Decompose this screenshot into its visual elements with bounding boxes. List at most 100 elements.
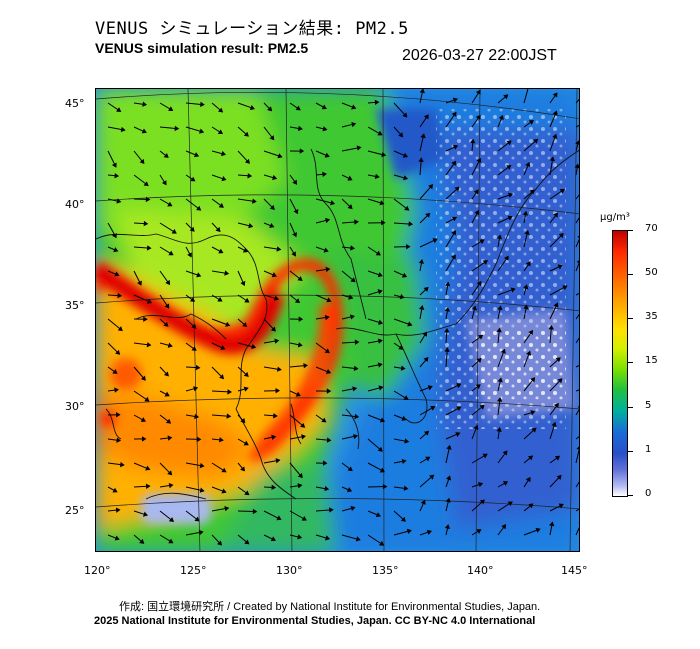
wind-arrow-head <box>445 475 452 481</box>
wind-arrow-head <box>501 524 507 530</box>
wind-arrow-head <box>352 386 358 392</box>
wind-arrow-head <box>474 209 480 216</box>
wind-arrow-head <box>168 106 174 111</box>
wind-arrow-head <box>477 334 484 340</box>
wind-arrow-head <box>406 528 412 534</box>
wind-arrow-head <box>200 101 205 108</box>
wind-arrow-head <box>526 350 532 356</box>
wind-arrow-head <box>528 503 534 509</box>
wind-arrow-head <box>554 455 561 461</box>
wind-arrow-head <box>112 368 118 374</box>
wind-arrow-head <box>452 97 458 103</box>
wind-arrow-head <box>271 434 277 440</box>
wind-arrow-head <box>297 534 303 540</box>
wind-arrow-head <box>473 189 479 195</box>
colorbar-tick-70: 70 <box>645 223 658 234</box>
wind-arrow-head <box>473 424 479 430</box>
wind-arrow-head <box>221 175 227 182</box>
wind-arrow-head <box>496 427 502 432</box>
wind-arrow-head <box>445 497 451 503</box>
wind-arrow-head <box>220 150 227 157</box>
wind-arrow-head <box>557 378 563 384</box>
wind-arrow-head <box>475 114 481 121</box>
forecast-timestamp: 2026-03-27 22:00JST <box>402 47 557 64</box>
colorbar-tickmark <box>627 362 633 363</box>
wind-arrow-shaft <box>575 448 579 464</box>
wind-arrow-head <box>141 128 147 134</box>
wind-arrow-head <box>378 319 384 325</box>
wind-arrow-head <box>116 437 122 443</box>
wind-arrow-shaft <box>575 364 579 368</box>
wind-arrow-head <box>430 405 436 411</box>
wind-arrow-head <box>227 389 232 395</box>
wind-arrow-head <box>271 484 277 491</box>
wind-arrow-head <box>353 433 359 440</box>
wind-arrow-head <box>428 184 434 190</box>
wind-arrow-head <box>420 133 426 139</box>
wind-arrow-shaft <box>575 313 579 320</box>
wind-arrow-head <box>510 287 516 293</box>
wind-arrow-head <box>326 437 332 443</box>
wind-arrow-head <box>276 515 282 521</box>
wind-arrow-head <box>374 173 380 179</box>
wind-arrow-head <box>217 540 223 546</box>
wind-arrow-head <box>324 217 331 224</box>
wind-arrow-head <box>506 140 512 146</box>
wind-arrow-head <box>143 316 148 322</box>
lat-label-25: 25° <box>65 504 85 517</box>
wind-arrow-head <box>553 212 558 218</box>
wind-arrow-head <box>548 325 554 330</box>
wind-arrow-head <box>272 174 278 181</box>
wind-arrow-head <box>324 152 330 158</box>
wind-arrow-head <box>113 247 119 253</box>
wind-arrow-head <box>347 204 353 210</box>
wind-arrow-head <box>479 239 485 245</box>
wind-arrow-head <box>479 404 485 410</box>
wind-arrow-head <box>346 487 353 493</box>
wind-arrow-head <box>111 162 117 168</box>
wind-arrow-head <box>244 158 250 164</box>
wind-arrow-head <box>164 391 170 397</box>
wind-arrow-head <box>497 305 503 311</box>
wind-arrow-head <box>507 215 513 221</box>
wind-arrow-head <box>426 529 432 535</box>
wind-arrow-head <box>299 148 305 154</box>
wind-arrow-head <box>293 208 299 215</box>
wind-arrow-head <box>477 482 484 488</box>
wind-arrow-head <box>270 326 276 332</box>
wind-arrow-head <box>377 130 383 136</box>
wind-arrow-head <box>145 465 151 471</box>
wind-arrow-head <box>470 138 476 144</box>
wind-arrow-head <box>111 233 117 239</box>
wind-arrow-head <box>114 387 119 393</box>
wind-arrow-head <box>297 276 303 282</box>
wind-arrow-head <box>292 232 297 238</box>
colorbar-tickmark <box>627 495 633 496</box>
wind-arrow-shaft <box>575 389 579 392</box>
lon-label-140: 140° <box>467 564 494 577</box>
wind-arrow-head <box>196 205 202 211</box>
wind-arrow-head <box>497 377 503 383</box>
wind-arrow-head <box>552 92 558 98</box>
wind-arrow-head <box>252 198 257 204</box>
wind-arrow-head <box>140 375 146 381</box>
wind-arrow-head <box>291 251 296 257</box>
wind-arrow-head <box>401 272 408 278</box>
wind-arrow-head <box>297 125 303 131</box>
pm25-map[interactable] <box>95 88 580 552</box>
license-line: 2025 National Institute for Environmenta… <box>94 615 536 627</box>
wind-arrow-head <box>475 384 481 390</box>
wind-arrow-head <box>136 280 142 286</box>
wind-arrow-head <box>116 198 122 204</box>
wind-arrow-head <box>558 503 564 509</box>
wind-arrow-head <box>562 285 568 291</box>
wind-arrow-head <box>174 125 180 132</box>
wind-arrow-head <box>533 138 539 144</box>
wind-arrow-head <box>243 386 249 392</box>
wind-arrow-head <box>451 230 456 236</box>
wind-arrow-head <box>404 205 410 211</box>
wind-arrow-head <box>529 189 535 195</box>
wind-arrow-head <box>146 342 152 348</box>
wind-arrow-head <box>114 271 120 277</box>
wind-arrow-head <box>507 192 514 198</box>
